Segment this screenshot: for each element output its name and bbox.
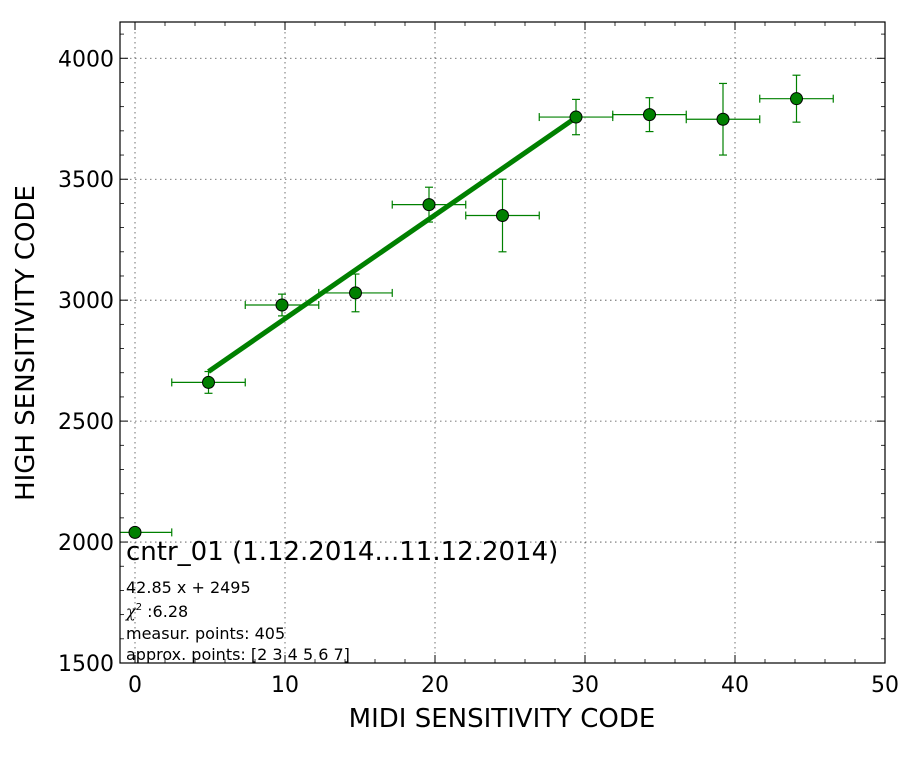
chi2-exponent: 2 — [136, 602, 142, 613]
data-point — [790, 92, 803, 106]
y-axis-label: HIGH SENSITIVITY CODE — [11, 185, 41, 501]
data-point — [716, 112, 730, 126]
chi2-symbol: χ — [125, 602, 137, 621]
annotation-approx-points: approx. points: [2 3 4 5 6 7] — [126, 645, 350, 664]
x-tick-label: 10 — [271, 673, 299, 698]
y-tick-label: 1500 — [58, 652, 114, 677]
point-layer — [128, 92, 803, 539]
annotation-equation: 42.85 x + 2495 — [126, 578, 251, 597]
fit-line — [207, 115, 578, 374]
data-point — [643, 108, 656, 122]
plot-frame — [119, 21, 886, 664]
data-point — [275, 298, 289, 312]
annotation-measur-points: measur. points: 405 — [126, 624, 285, 643]
ticklabel-layer: 0 10 20 30 40 50 1500 2000 2500 3000 3500 4000 — [58, 47, 899, 698]
y-tick-label: 2000 — [58, 531, 114, 556]
y-tick-label: 3500 — [58, 168, 114, 193]
data-point — [128, 525, 142, 539]
errorbar-layer — [120, 74, 834, 537]
grid-layer — [120, 22, 885, 663]
x-tick-label: 0 — [128, 673, 142, 698]
chi2-value: :6.28 — [142, 602, 188, 621]
y-tick-label: 4000 — [58, 47, 114, 72]
x-tick-label: 40 — [721, 673, 749, 698]
data-point — [496, 209, 509, 223]
y-tick-label: 3000 — [58, 289, 114, 314]
x-axis-label: MIDI SENSITIVITY CODE — [349, 704, 656, 734]
fit-layer — [207, 115, 578, 374]
data-point — [202, 375, 215, 389]
x-tick-label: 50 — [871, 673, 899, 698]
x-tick-label: 30 — [571, 673, 599, 698]
annotation-title: cntr_01 (1.12.2014...11.12.2014) — [126, 537, 558, 567]
data-point — [349, 286, 362, 300]
data-point — [422, 198, 436, 212]
annotation-chi2: χ2 :6.28 — [125, 602, 188, 621]
y-tick-label: 2500 — [58, 410, 114, 435]
data-point — [569, 110, 583, 124]
x-tick-label: 20 — [421, 673, 449, 698]
